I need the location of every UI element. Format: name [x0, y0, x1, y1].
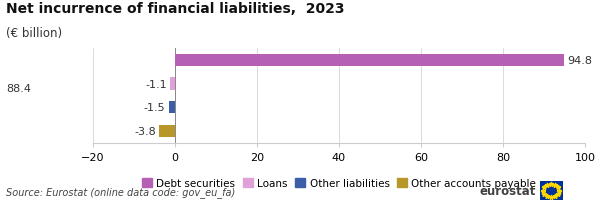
Text: 94.8: 94.8	[567, 56, 592, 66]
Text: Net incurrence of financial liabilities,  2023: Net incurrence of financial liabilities,…	[6, 2, 344, 16]
Text: -3.8: -3.8	[134, 126, 156, 136]
Bar	[170, 78, 175, 90]
Bar	[175, 55, 563, 67]
Bar	[169, 102, 175, 114]
Text: eurostat: eurostat	[480, 184, 536, 197]
Bar	[160, 125, 175, 137]
Text: Source: Eurostat (online data code: gov_eu_fa): Source: Eurostat (online data code: gov_…	[6, 186, 235, 197]
Text: -1.1: -1.1	[146, 79, 167, 89]
Text: -1.5: -1.5	[144, 103, 166, 113]
Legend: Debt securities, Loans, Other liabilities, Other accounts payable: Debt securities, Loans, Other liabilitie…	[137, 174, 541, 193]
Text: (€ billion): (€ billion)	[6, 27, 62, 39]
Text: 88.4: 88.4	[6, 84, 31, 94]
